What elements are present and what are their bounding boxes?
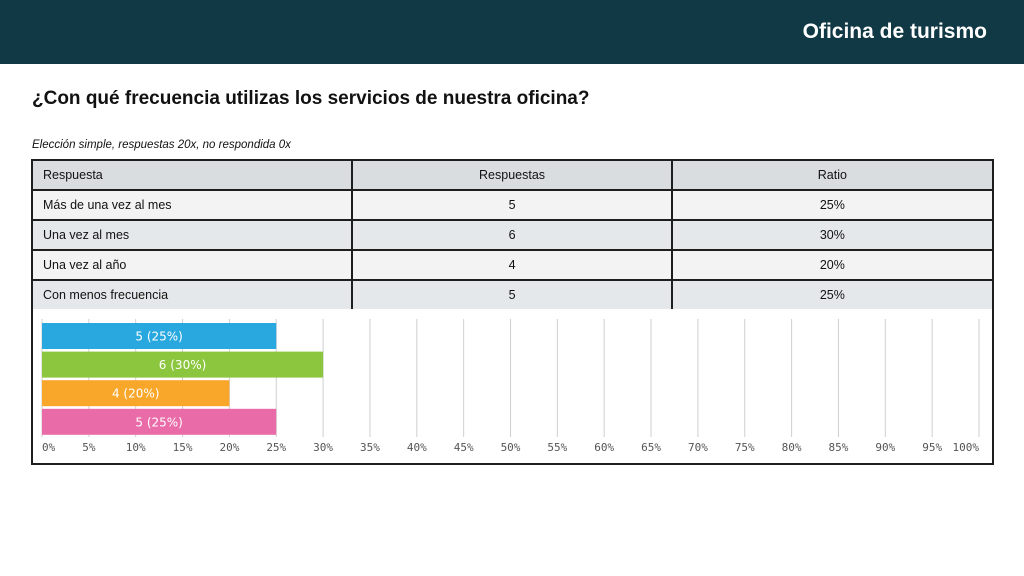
x-tick-label: 45% [454,441,474,454]
table-row: Una vez al mes 6 30% [30,219,995,251]
row-ratio: 25% [670,189,995,221]
x-tick-label: 80% [782,441,802,454]
bar [42,323,277,349]
x-tick-label: 85% [829,441,849,454]
x-tick-label: 25% [266,441,286,454]
results-table: Respuesta Respuestas Ratio Más de una ve… [30,159,995,311]
x-tick-label: 70% [688,441,708,454]
row-count: 4 [351,249,673,281]
bar-data-label: 6 (30%) [159,358,206,372]
bar-data-label: 5 (25%) [135,415,182,429]
bar [42,408,277,435]
column-header-ratio: Ratio [670,159,995,191]
bar-data-label: 5 (25%) [135,330,182,344]
table-row: Más de una vez al mes 5 25% [30,189,995,221]
x-tick-label: 95% [922,441,942,454]
row-label: Una vez al mes [30,219,354,251]
header-bar: Oficina de turismo [0,0,1024,64]
table-header-row: Respuesta Respuestas Ratio [30,159,995,191]
x-tick-label: 10% [126,441,146,454]
x-tick-label: 75% [735,441,755,454]
row-ratio: 25% [670,279,995,311]
x-tick-label: 55% [547,441,567,454]
question-title: ¿Con qué frecuencia utilizas los servici… [32,88,590,109]
column-header-respuestas: Respuestas [351,159,673,191]
row-label: Con menos frecuencia [30,279,354,311]
column-header-respuesta: Respuesta [30,159,354,191]
row-count: 6 [351,219,673,251]
x-tick-label: 65% [641,441,661,454]
table-row: Con menos frecuencia 5 25% [30,279,995,311]
x-tick-label: 15% [173,441,193,454]
row-count: 5 [351,279,673,311]
row-label: Más de una vez al mes [30,189,354,221]
header-title: Oficina de turismo [802,20,987,43]
row-ratio: 30% [670,219,995,251]
x-tick-label: 30% [313,441,333,454]
question-meta: Elección simple, respuestas 20x, no resp… [32,139,291,151]
bar-chart-svg: 0% 5% 10% 15% 20% 25% 30% 35% 40% 45% 50% 55% 60% 65%… [41,319,980,454]
x-tick-label: 35% [360,441,380,454]
x-tick-label: 50% [501,441,521,454]
row-count: 5 [351,189,673,221]
row-ratio: 20% [670,249,995,281]
bar-data-label: 4 (20%) [112,387,159,401]
x-tick-label: 20% [219,441,239,454]
x-tick-label: 0% [42,441,56,454]
row-label: Una vez al año [30,249,354,281]
x-tick-label: 40% [407,441,427,454]
x-tick-label: 60% [594,441,614,454]
bar [42,380,230,407]
table-row: Una vez al año 4 20% [30,249,995,281]
bar-chart: 0% 5% 10% 15% 20% 25% 30% 35% 40% 45% 50% 55% 60% 65%… [31,309,994,465]
x-tick-label: 5% [82,441,96,454]
x-tick-label: 90% [875,441,895,454]
bar [42,351,324,378]
x-tick-label: 100% [953,441,980,454]
